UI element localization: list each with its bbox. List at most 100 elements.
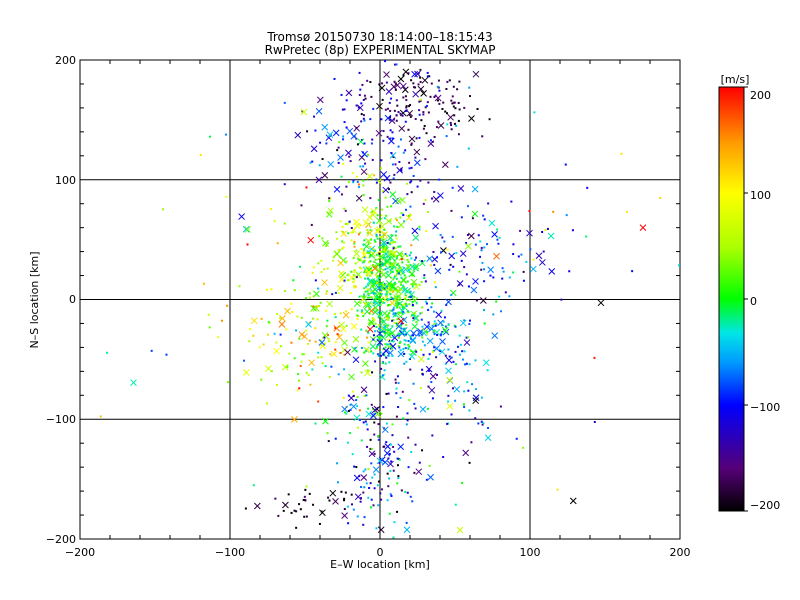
scatter-point-x-stroke <box>392 197 399 205</box>
scatter-point <box>394 234 397 237</box>
scatter-point <box>435 322 438 325</box>
scatter-point <box>437 79 440 82</box>
scatter-point-x-stroke <box>377 526 385 534</box>
scatter-point <box>404 253 407 256</box>
scatter-point-x-stroke <box>338 276 346 283</box>
scatter-point-x <box>412 234 420 241</box>
scatter-point-x-stroke <box>379 334 387 341</box>
scatter-point-x-stroke <box>376 330 384 337</box>
scatter-point <box>377 251 380 254</box>
scatter-point-x-stroke <box>427 140 435 147</box>
scatter-point <box>208 326 211 329</box>
scatter-point-x-stroke <box>361 206 369 214</box>
scatter-point <box>326 267 329 270</box>
scatter-point <box>390 270 393 273</box>
scatter-point <box>358 183 361 186</box>
scatter-point-x-stroke <box>397 350 405 358</box>
scatter-point-x-stroke <box>368 450 376 458</box>
scatter-point <box>333 313 336 316</box>
scatter-point-x-stroke <box>352 356 360 364</box>
scatter-point-x-stroke <box>383 312 391 319</box>
scatter-point <box>391 267 394 270</box>
scatter-point <box>470 441 473 444</box>
scatter-point <box>358 266 361 269</box>
scatter-point <box>385 245 388 248</box>
scatter-point <box>427 308 430 311</box>
scatter-point-x-stroke <box>432 222 439 230</box>
scatter-point-x-stroke <box>391 334 399 342</box>
scatter-point <box>382 406 385 409</box>
scatter-point-x-stroke <box>472 70 480 78</box>
scatter-point-x-stroke <box>281 363 289 371</box>
scatter-point <box>381 283 384 286</box>
scatter-point-x <box>418 259 426 267</box>
scatter-point <box>357 233 360 236</box>
scatter-point <box>340 175 343 178</box>
scatter-point-x-stroke <box>377 281 385 288</box>
scatter-point-x-stroke <box>400 276 407 284</box>
scatter-point <box>359 301 362 304</box>
scatter-point-x <box>388 299 396 307</box>
scatter-point <box>386 499 389 502</box>
scatter-point <box>399 324 402 327</box>
scatter-point-x-stroke <box>130 379 137 386</box>
scatter-point-x-stroke <box>352 335 360 343</box>
scatter-point-x <box>361 206 369 214</box>
scatter-point <box>345 185 348 188</box>
scatter-point-x <box>345 89 353 97</box>
scatter-point <box>398 280 401 283</box>
scatter-point <box>325 290 328 293</box>
scatter-point-x-stroke <box>294 131 302 139</box>
scatter-point <box>377 274 380 277</box>
scatter-point-x-stroke <box>484 434 492 442</box>
scatter-point <box>340 193 343 196</box>
scatter-point <box>370 302 373 305</box>
scatter-point-x <box>350 132 358 140</box>
scatter-point <box>377 434 380 437</box>
scatter-point <box>370 498 373 501</box>
chart-title: Tromsø 20150730 18:14:00–18:15:43 <box>266 30 492 44</box>
scatter-point <box>411 285 414 288</box>
scatter-point-x <box>432 222 439 230</box>
scatter-point <box>369 118 372 121</box>
scatter-point <box>496 228 499 231</box>
scatter-point <box>328 197 331 200</box>
scatter-point <box>495 300 498 303</box>
scatter-point <box>382 246 385 249</box>
scatter-point-x-stroke <box>337 154 344 161</box>
scatter-point-x <box>242 225 250 233</box>
scatter-point-x-stroke <box>397 221 405 229</box>
scatter-point <box>376 484 379 487</box>
scatter-point <box>480 249 483 252</box>
scatter-point <box>395 263 398 266</box>
scatter-point <box>450 124 453 127</box>
scatter-point <box>283 183 286 186</box>
scatter-point <box>398 160 401 163</box>
scatter-point-x-stroke <box>405 214 413 222</box>
scatter-point <box>411 313 414 316</box>
scatter-point <box>372 292 375 295</box>
scatter-point <box>444 325 447 328</box>
scatter-point <box>387 354 390 357</box>
scatter-point <box>564 163 567 166</box>
scatter-point <box>371 158 374 161</box>
colorbar-tick-label: 0 <box>750 295 757 308</box>
scatter-point <box>407 72 410 75</box>
scatter-point-x-stroke <box>278 321 286 328</box>
scatter-point <box>512 243 515 246</box>
scatter-point-x <box>333 186 341 193</box>
scatter-point <box>355 276 358 279</box>
scatter-point-x-stroke <box>315 176 323 184</box>
scatter-point <box>486 369 489 372</box>
scatter-point-x <box>380 171 388 178</box>
scatter-point <box>390 289 393 292</box>
scatter-point <box>486 243 489 246</box>
scatter-point <box>388 361 391 364</box>
scatter-point <box>391 297 394 300</box>
scatter-point-x <box>242 369 250 376</box>
scatter-point <box>377 354 380 357</box>
scatter-point-x-stroke <box>354 493 362 501</box>
scatter-point <box>406 193 409 196</box>
scatter-point <box>270 288 273 291</box>
scatter-point-x <box>446 376 453 384</box>
